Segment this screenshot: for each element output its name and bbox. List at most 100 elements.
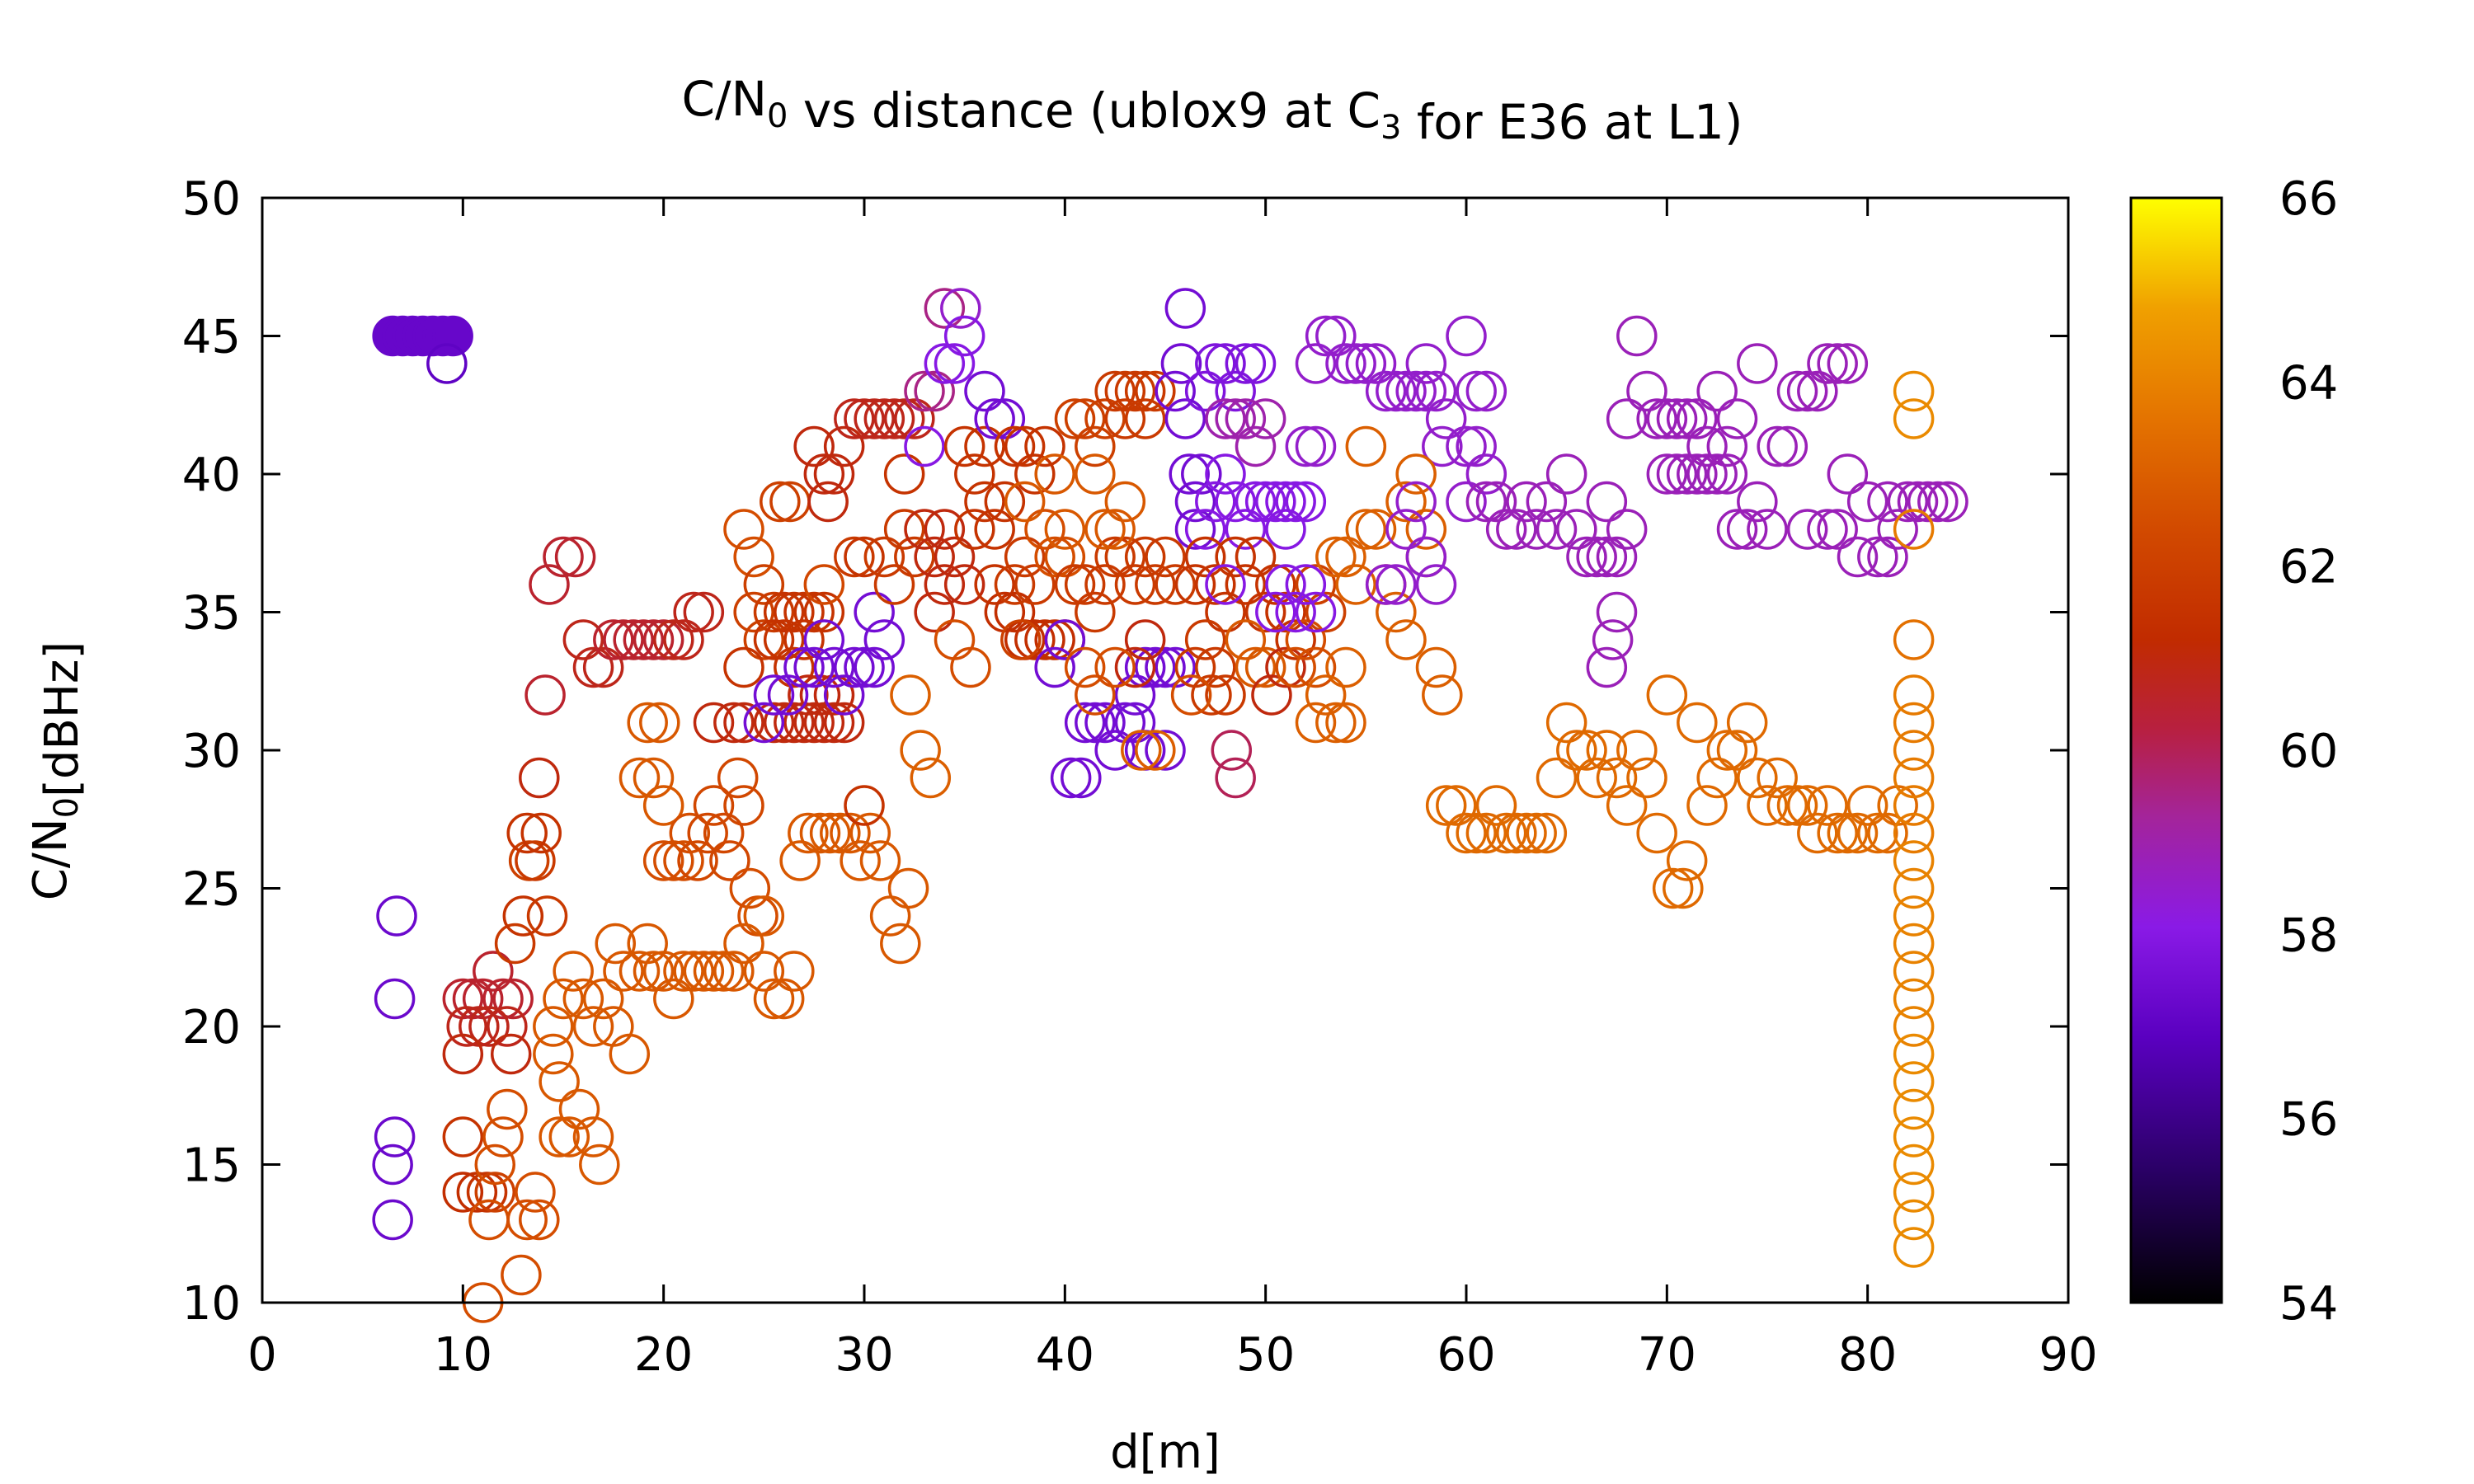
scatter-point: [1075, 591, 1116, 633]
scatter-point: [677, 840, 718, 881]
scatter-point: [1124, 398, 1166, 439]
scatter-point: [1376, 564, 1417, 605]
scatter-point: [1907, 481, 1949, 523]
scatter-point: [1004, 425, 1046, 467]
scatter-point: [974, 564, 1015, 605]
scatter-point: [1747, 785, 1788, 826]
scatter-point: [1275, 481, 1316, 523]
scatter-point: [1285, 564, 1327, 605]
scatter-point: [1446, 812, 1487, 854]
scatter-point: [1646, 398, 1688, 439]
scatter-point: [1160, 343, 1202, 384]
scatter-point: [1044, 509, 1086, 550]
scatter-point: [673, 591, 714, 633]
scatter-point: [562, 619, 604, 660]
scatter-point: [1184, 619, 1226, 660]
scatter-point: [783, 591, 825, 633]
scatter-point: [1225, 343, 1267, 384]
scatter-point: [1776, 785, 1818, 826]
scatter-point: [432, 315, 473, 357]
scatter-point: [793, 591, 835, 633]
scatter-point: [924, 509, 966, 550]
scatter-point: [1893, 895, 1935, 937]
scatter-point: [723, 923, 764, 965]
scatter-point: [1616, 730, 1658, 771]
scatter-point: [1275, 619, 1316, 660]
scatter-point: [1807, 785, 1848, 826]
scatter-point: [1124, 646, 1166, 688]
scatter-point: [723, 509, 764, 550]
scatter-point: [572, 1116, 614, 1158]
x-tick-label: 0: [247, 1328, 277, 1382]
scatter-point: [1205, 398, 1246, 439]
scatter-point: [1786, 370, 1828, 412]
scatter-point: [854, 591, 895, 633]
scatter-point: [1135, 564, 1176, 605]
scatter-point: [1716, 730, 1758, 771]
scatter-point: [1786, 785, 1828, 826]
scatter-point: [502, 895, 544, 937]
scatter-point: [774, 646, 815, 688]
y-tick-label: 40: [182, 448, 241, 502]
scatter-point: [1465, 812, 1507, 854]
scatter-point: [1075, 702, 1116, 744]
scatter-point: [1104, 481, 1146, 523]
scatter-point: [603, 619, 644, 660]
scatter-point: [964, 481, 1005, 523]
scatter-point: [900, 730, 941, 771]
scatter-point: [1345, 509, 1387, 550]
scatter-point: [723, 646, 764, 688]
scatter-point: [1174, 509, 1216, 550]
scatter-point: [869, 895, 911, 937]
scatter-point: [1084, 509, 1126, 550]
scatter-point: [1355, 343, 1397, 384]
colorbar: [2129, 196, 2223, 1304]
scatter-point: [1061, 757, 1102, 799]
scatter-point: [914, 536, 955, 578]
scatter-point: [1516, 812, 1557, 854]
scatter-point: [760, 481, 801, 523]
scatter-point: [1893, 702, 1935, 744]
scatter-point: [1184, 536, 1226, 578]
scatter-point: [813, 453, 855, 495]
scatter-point: [1656, 398, 1698, 439]
scatter-point: [1475, 785, 1517, 826]
scatter-point: [834, 398, 875, 439]
scatter-point: [1656, 453, 1698, 495]
scatter-point: [1084, 564, 1126, 605]
scatter-point: [1425, 785, 1467, 826]
scatter-point: [904, 370, 945, 412]
scatter-point: [713, 951, 755, 992]
scatter-point: [1305, 591, 1347, 633]
scatter-point: [1225, 619, 1267, 660]
scatter-point: [1034, 619, 1075, 660]
scatter-point: [1827, 343, 1869, 384]
scatter-point: [1114, 564, 1156, 605]
scatter-point: [1415, 646, 1457, 688]
scatter-point: [1155, 370, 1196, 412]
y-axis-label: C/N0[dBHz]: [24, 641, 89, 900]
scatter-point: [763, 978, 805, 1020]
scatter-point: [1666, 398, 1708, 439]
scatter-point: [1094, 536, 1136, 578]
scatter-point: [813, 702, 855, 744]
scatter-point: [1315, 702, 1357, 744]
scatter-point: [693, 702, 735, 744]
scatter-point: [753, 978, 795, 1020]
scatter-point: [1124, 370, 1166, 412]
scatter-point: [1636, 812, 1677, 854]
scatter-point: [1545, 702, 1587, 744]
scatter-point: [1646, 674, 1688, 716]
scatter-point: [1184, 370, 1226, 412]
x-axis-label: d[m]: [1110, 1425, 1221, 1479]
scatter-point: [1663, 867, 1704, 909]
scatter-point: [807, 481, 849, 523]
scatter-point: [501, 1254, 542, 1296]
scatter-point: [1757, 757, 1798, 799]
scatter-point: [558, 1088, 600, 1130]
scatter-point: [924, 288, 966, 329]
scatter-point: [468, 1006, 510, 1047]
scatter-point: [1155, 564, 1196, 605]
scatter-point: [1576, 536, 1617, 578]
scatter-point: [1325, 646, 1366, 688]
